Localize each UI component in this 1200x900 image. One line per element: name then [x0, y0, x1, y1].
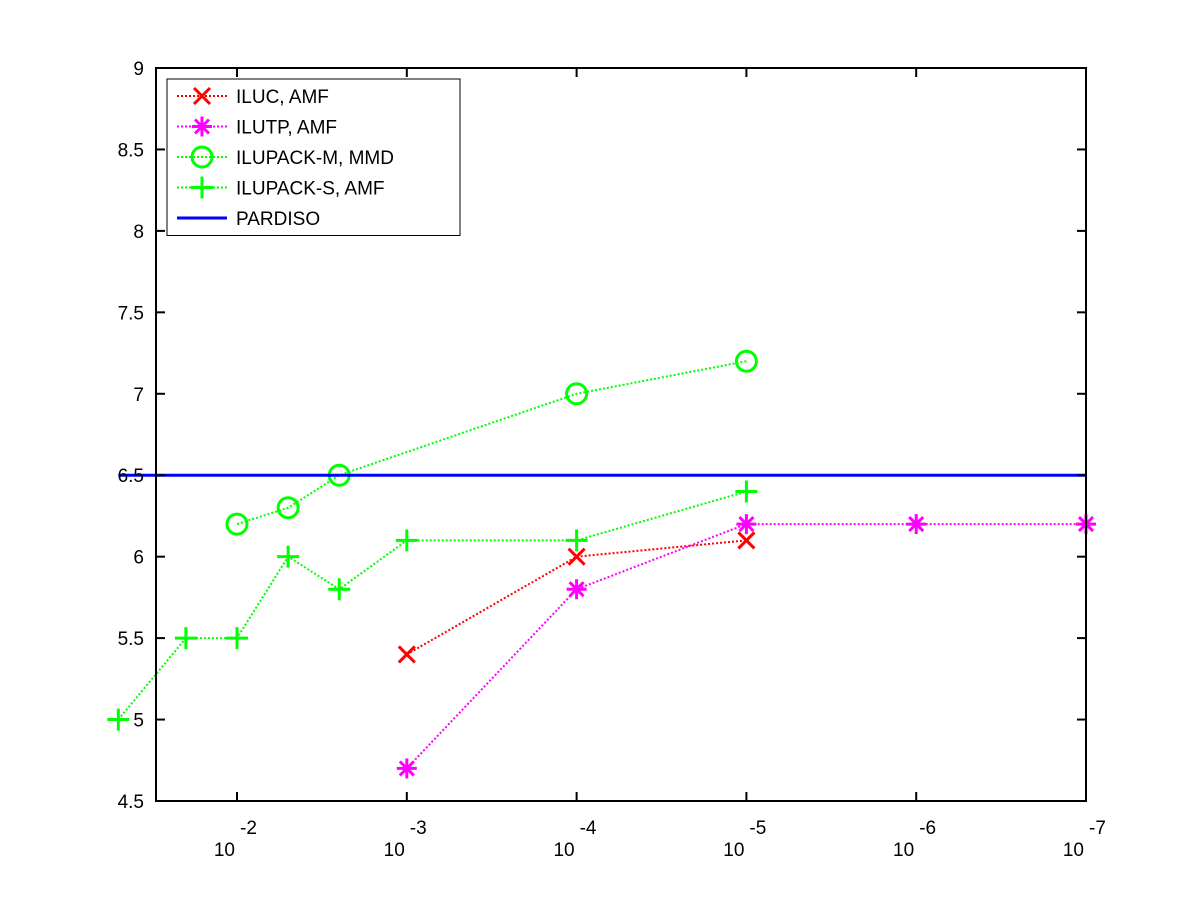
- y-tick-label: 7: [133, 385, 144, 406]
- data-point-0-0: [397, 645, 416, 664]
- data-point-2-4: [734, 349, 758, 373]
- data-point-0-1-stroke: [567, 547, 586, 566]
- data-point-3-0: [107, 708, 130, 731]
- data-point-1-2: [736, 514, 757, 535]
- y-tick-label: 6: [133, 548, 144, 569]
- data-point-3-2: [226, 627, 249, 650]
- data-point-3-3: [277, 545, 300, 568]
- axes-layer: [155, 67, 1087, 802]
- series-layer: [107, 349, 1096, 779]
- x-tick-exponent: -7: [1089, 818, 1106, 839]
- data-point-2-1-ring: [276, 496, 300, 520]
- x-tick-base: 10: [384, 840, 405, 861]
- legend-entry-0: ILUC, AMF: [177, 86, 329, 108]
- x-tick-base: 10: [214, 840, 235, 861]
- legend-box: [166, 78, 461, 236]
- legend: ILUC, AMF ILUTP, AMF ILUPACK-M, MMD ILUPACK…: [166, 78, 461, 236]
- y-tick-label: 6.5: [118, 466, 144, 487]
- data-point-2-3-ring: [565, 382, 589, 406]
- data-point-1-1: [566, 579, 587, 600]
- x-tick-base: 10: [1063, 840, 1084, 861]
- data-point-1-2-stroke: [738, 516, 755, 533]
- x-tick-base: 10: [723, 840, 744, 861]
- legend-label: ILUPACK-M, MMD: [236, 148, 394, 169]
- legend-entry-4: PARDISO: [177, 209, 320, 230]
- data-point-0-2-stroke: [737, 531, 756, 550]
- legend-marker-ring: [190, 145, 214, 169]
- data-point-1-0: [396, 758, 417, 779]
- data-point-3-5: [395, 529, 418, 552]
- data-point-1-3: [906, 514, 927, 535]
- x-tick-base: 10: [553, 840, 574, 861]
- legend-label: ILUC, AMF: [236, 87, 329, 108]
- x-tick-exponent: -4: [580, 818, 597, 839]
- data-point-2-0: [225, 512, 249, 536]
- data-point-3-6: [565, 529, 588, 552]
- x-tick-exponent: -6: [919, 818, 936, 839]
- legend-entry-2: ILUPACK-M, MMD: [177, 145, 394, 169]
- legend-marker: [192, 86, 212, 106]
- y-tick-label: 4.5: [118, 792, 144, 813]
- data-point-3-4: [328, 578, 351, 601]
- x-tick-exponent: -5: [749, 818, 766, 839]
- y-tick-label: 5: [133, 711, 144, 732]
- data-point-2-4-ring: [734, 349, 758, 373]
- x-tick-layer: -210-310-410-510-610-710: [214, 68, 1106, 861]
- legend-label: ILUPACK-S, AMF: [236, 179, 385, 200]
- data-point-1-0-stroke: [398, 760, 415, 777]
- y-tick-label: 9: [133, 59, 144, 80]
- legend-marker: [190, 145, 214, 169]
- legend-label: PARDISO: [236, 209, 320, 230]
- legend-entry-3: ILUPACK-S, AMF: [177, 176, 385, 200]
- legend-marker: [191, 176, 213, 199]
- legend-marker-stroke: [192, 86, 212, 106]
- data-point-1-1-stroke: [568, 581, 585, 598]
- data-point-0-1: [567, 547, 586, 566]
- data-point-2-3: [565, 382, 589, 406]
- y-tick-label: 7.5: [118, 303, 144, 324]
- axes-box: [155, 67, 1087, 802]
- legend-label: ILUTP, AMF: [236, 118, 337, 139]
- data-point-2-0-ring: [225, 512, 249, 536]
- x-tick-exponent: -3: [410, 818, 427, 839]
- x-tick-base: 10: [893, 840, 914, 861]
- data-point-0-0-stroke: [397, 645, 416, 664]
- data-point-3-7: [735, 480, 758, 503]
- legend-marker: [192, 116, 212, 137]
- legend-entry-1: ILUTP, AMF: [177, 116, 337, 139]
- data-point-2-1: [276, 496, 300, 520]
- data-point-0-2: [737, 531, 756, 550]
- y-tick-label: 8.5: [118, 140, 144, 161]
- legend-marker-stroke: [193, 118, 211, 135]
- data-point-3-1: [174, 627, 197, 650]
- y-tick-layer: 4.5 5 5.5 6 6.5 7 7.5 8 8.5 9: [118, 59, 1086, 813]
- y-tick-label: 5.5: [118, 629, 144, 650]
- x-tick-exponent: -2: [240, 818, 257, 839]
- data-point-1-3-stroke: [908, 516, 925, 533]
- y-tick-label: 8: [133, 222, 144, 243]
